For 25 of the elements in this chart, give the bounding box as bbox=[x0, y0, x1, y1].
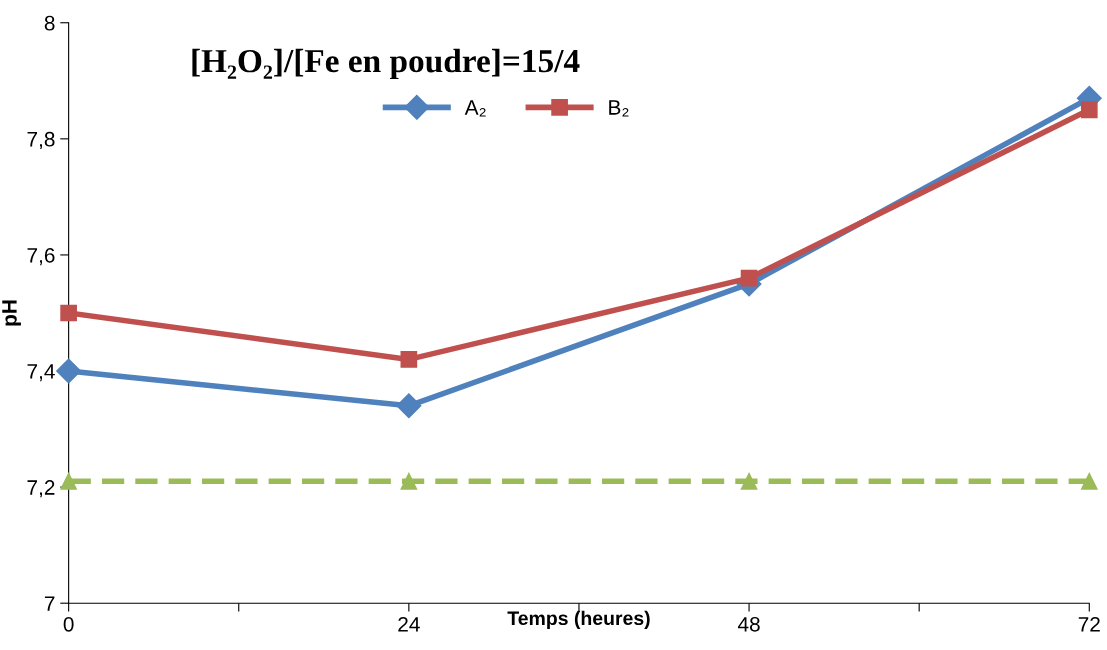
point bbox=[740, 269, 758, 287]
point bbox=[1080, 472, 1098, 490]
point bbox=[60, 304, 77, 322]
x-tick-label: 24 bbox=[398, 616, 420, 632]
y-tick-label: 7,8 bbox=[27, 131, 55, 150]
y-tick-label: 7,2 bbox=[27, 480, 55, 498]
y-tick-label: 7 bbox=[44, 596, 55, 611]
y-tick-label: 8 bbox=[44, 15, 55, 31]
x-axis-title: Temps (heures) bbox=[507, 610, 650, 629]
y-tick-label: 7,6 bbox=[27, 247, 55, 266]
point bbox=[400, 351, 418, 368]
point bbox=[60, 472, 77, 490]
x-tick-label: 72 bbox=[1078, 616, 1100, 632]
legend-label: A₂ bbox=[464, 100, 486, 117]
point bbox=[396, 393, 422, 419]
point bbox=[56, 358, 82, 384]
point bbox=[1080, 101, 1098, 119]
x-tick-label: 0 bbox=[63, 616, 74, 632]
y-tick-label: 7,4 bbox=[27, 364, 55, 382]
y-axis-title: pH bbox=[2, 300, 21, 326]
point bbox=[740, 472, 758, 490]
point bbox=[400, 472, 418, 490]
x-tick-label: 48 bbox=[737, 616, 760, 632]
legend-label: B₂ bbox=[609, 100, 629, 117]
text: [H₂O₂]/[Fe en poudre]=15/4 bbox=[192, 48, 580, 80]
